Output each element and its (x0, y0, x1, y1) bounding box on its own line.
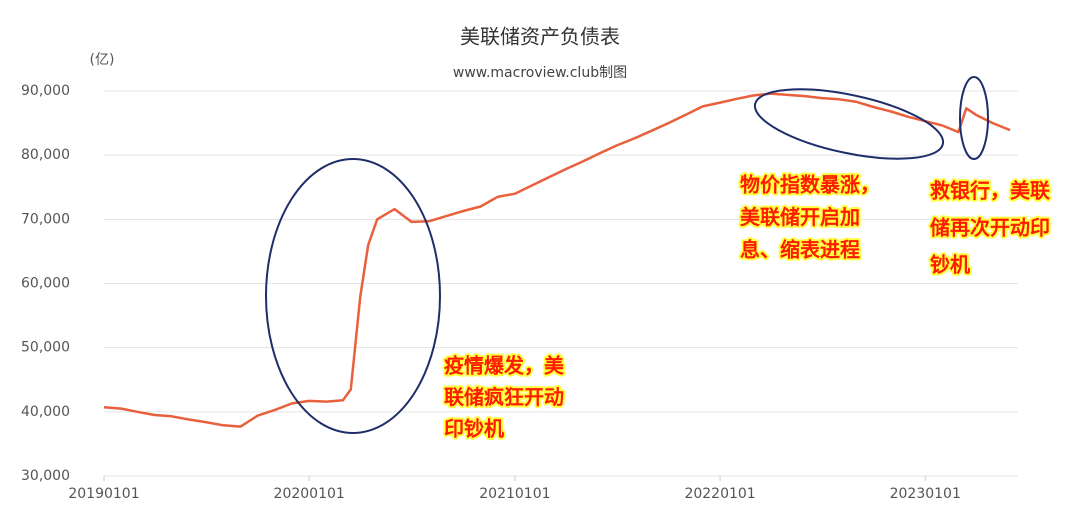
plot (103, 92, 1011, 428)
ellipse (265, 158, 441, 434)
annotation-text: 钞机 (930, 253, 970, 277)
y-tick-label: 90,000 (21, 83, 70, 99)
y-tick-label: 70,000 (21, 211, 70, 227)
y-tick-label: 50,000 (21, 340, 70, 356)
x-tick-label: 20210101 (479, 486, 550, 502)
ellipse (959, 76, 989, 160)
x-tick-label: 20200101 (274, 486, 345, 502)
data-line (103, 92, 1011, 428)
annotation-text: 印钞机 (444, 417, 504, 441)
y-tick-label: 80,000 (21, 147, 70, 163)
annotation-text: 救银行，美联 (930, 179, 1050, 203)
x-tick-label: 20220101 (684, 486, 755, 502)
y-tick-label: 30,000 (21, 468, 70, 484)
annotation-text: 美联储开启加 (740, 205, 860, 229)
y-unit: (亿) (90, 52, 115, 68)
x-tick-label: 20190101 (68, 486, 139, 502)
y-tick-label: 40,000 (21, 404, 70, 420)
annotation-text: 物价指数暴涨， (740, 173, 880, 197)
annotation-text: 息、缩表进程 (740, 238, 860, 262)
ellipse (753, 88, 945, 160)
annotation-text: 联储疯狂开动 (444, 385, 564, 409)
highlight-ellipses (265, 76, 989, 434)
annotation-text: 疫情爆发，美 (444, 354, 565, 378)
chart-subtitle: www.macroview.club制图 (453, 65, 627, 81)
chart-title: 美联储资产负债表 (460, 25, 620, 49)
x-tick-label: 20230101 (890, 486, 961, 502)
annotation-text: 储再次开动印 (930, 216, 1050, 240)
grid: 30,000 40,000 50,000 60,000 70,000 80,000 90,0… (21, 83, 1018, 502)
y-tick-label: 60,000 (21, 276, 70, 292)
